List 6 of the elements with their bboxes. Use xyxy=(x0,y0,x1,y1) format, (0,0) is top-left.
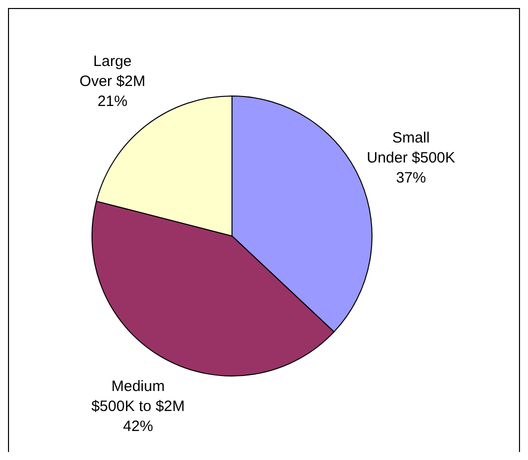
data-label: 42% xyxy=(123,418,154,435)
slice-label: Medium $500K to $2M xyxy=(91,378,185,415)
data-label: 37% xyxy=(396,170,426,187)
slice-label: Large Over $2M xyxy=(80,52,146,90)
slice-label: Small Under $500K xyxy=(366,130,456,167)
data-label: 21% xyxy=(97,92,128,110)
